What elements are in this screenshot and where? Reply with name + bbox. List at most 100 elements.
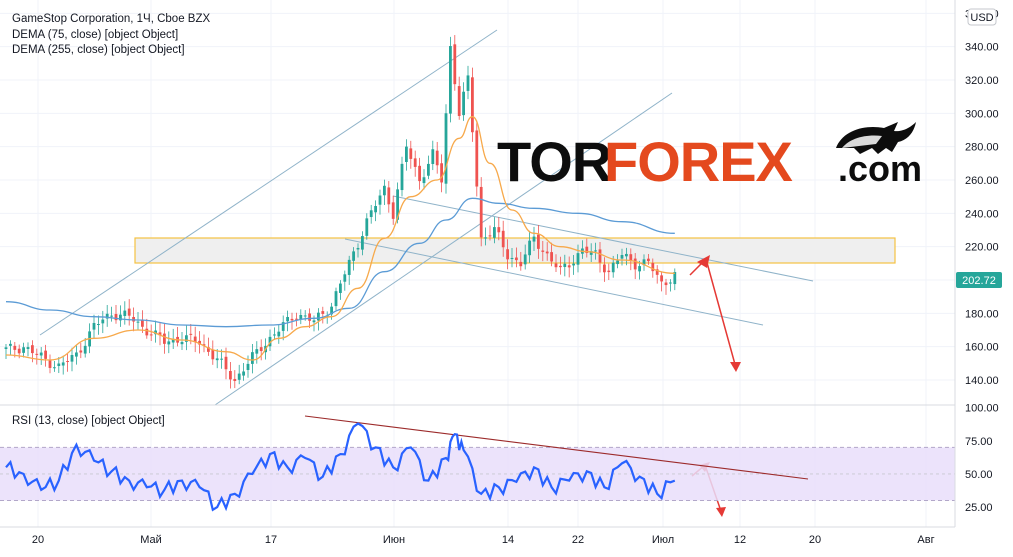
candle-body xyxy=(119,314,122,321)
candle-body xyxy=(312,320,316,323)
candle-body xyxy=(585,246,589,254)
rsi-legend[interactable]: RSI (13, close) [object Object] xyxy=(12,415,165,427)
candle xyxy=(642,254,646,271)
candle-body xyxy=(251,352,254,364)
candle xyxy=(70,347,74,372)
candle-body xyxy=(475,130,479,187)
symbol-title[interactable]: GameStop Corporation, 1Ч, Cboe BZX xyxy=(12,13,210,25)
candle-body xyxy=(211,349,215,360)
candle-body xyxy=(466,75,470,91)
candle xyxy=(506,239,509,270)
candle xyxy=(554,254,558,273)
candle-body xyxy=(387,187,391,205)
candle-body xyxy=(31,345,34,354)
time-tick-label: 12 xyxy=(734,534,746,546)
candle-body xyxy=(647,258,650,262)
candle-body xyxy=(132,317,135,322)
candle xyxy=(444,104,448,194)
candle xyxy=(576,244,580,273)
candle-body xyxy=(497,227,501,233)
price-tick-label: 300.00 xyxy=(965,108,999,120)
price-tick-label: 240.00 xyxy=(965,208,999,220)
candle xyxy=(479,177,483,247)
candle xyxy=(391,195,395,225)
candle xyxy=(383,179,386,206)
candle-body xyxy=(413,158,417,167)
candle-body xyxy=(53,367,56,369)
rsi-tick-label: 75.00 xyxy=(965,436,993,448)
candle-body xyxy=(97,324,100,326)
candle xyxy=(224,347,228,380)
candle xyxy=(633,253,637,280)
candle-body xyxy=(405,146,408,163)
candle-body xyxy=(75,352,78,357)
candle xyxy=(334,287,338,311)
time-tick-label: 22 xyxy=(572,534,584,546)
candle-body xyxy=(215,358,219,361)
candle xyxy=(365,213,369,240)
candle xyxy=(405,139,408,171)
time-axis[interactable]: 20 Май 17 Июн 14 22 Июл 12 20 Авг xyxy=(32,534,935,546)
price-tick-label: 160.00 xyxy=(965,342,999,354)
candle xyxy=(114,304,118,324)
candle-body xyxy=(537,234,540,249)
candle-body xyxy=(185,335,188,342)
price-axis[interactable]: 140.00160.00180.00200.00220.00240.00260.… xyxy=(954,0,999,527)
rsi-line xyxy=(5,422,676,512)
candle-body xyxy=(22,347,25,353)
candle-body xyxy=(369,210,373,218)
candle xyxy=(215,349,219,369)
candle-body xyxy=(268,336,272,347)
candle-body xyxy=(633,258,637,270)
candle-body xyxy=(295,318,298,320)
time-tick-label: 14 xyxy=(502,534,514,546)
candle-body xyxy=(422,177,426,184)
time-tick-label: Июл xyxy=(652,534,674,546)
candle-body xyxy=(255,349,259,354)
candle-body xyxy=(427,163,430,176)
candle xyxy=(638,260,641,280)
currency-badge[interactable]: USD xyxy=(967,8,997,26)
candle xyxy=(39,347,43,365)
candle-body xyxy=(79,350,83,353)
candle xyxy=(598,241,602,273)
candle-body xyxy=(484,237,487,239)
dema-255-legend[interactable]: DEMA (255, close) [object Object] xyxy=(12,44,185,56)
rsi-tick-label: 100.00 xyxy=(965,403,999,415)
candle-body xyxy=(453,44,457,85)
candle-body xyxy=(378,195,382,205)
time-tick-label: 20 xyxy=(32,534,44,546)
candle xyxy=(251,343,254,374)
candle-body xyxy=(488,235,492,237)
candle xyxy=(35,348,39,365)
candle-body xyxy=(246,363,250,371)
rsi-tick-label: 50.00 xyxy=(965,469,993,481)
candle xyxy=(488,225,492,241)
candle xyxy=(141,310,144,333)
candle-body xyxy=(339,283,342,293)
candle-body xyxy=(449,46,452,114)
candle xyxy=(453,35,457,91)
dema-75-legend[interactable]: DEMA (75, close) [object Object] xyxy=(12,29,178,41)
candle xyxy=(537,225,540,259)
time-tick-label: Авг xyxy=(917,534,934,546)
channel-upper-line xyxy=(39,29,498,336)
candle xyxy=(158,322,162,346)
candle xyxy=(361,231,364,256)
rsi-axis[interactable]: 25.00 50.00 75.00 100.00 xyxy=(965,403,999,514)
logo-tor: TOR xyxy=(497,130,612,193)
candle xyxy=(268,329,272,352)
candle-body xyxy=(136,321,140,323)
candle xyxy=(462,82,465,121)
candles xyxy=(4,35,677,389)
candle xyxy=(400,156,404,197)
candle xyxy=(185,325,188,351)
candle-body xyxy=(554,263,558,268)
candle xyxy=(594,242,597,260)
candle-body xyxy=(198,340,201,345)
rsi-tick-label: 25.00 xyxy=(965,502,993,514)
candle-body xyxy=(673,272,677,285)
candle xyxy=(629,248,633,271)
logo-forex: FOREX xyxy=(604,130,793,193)
